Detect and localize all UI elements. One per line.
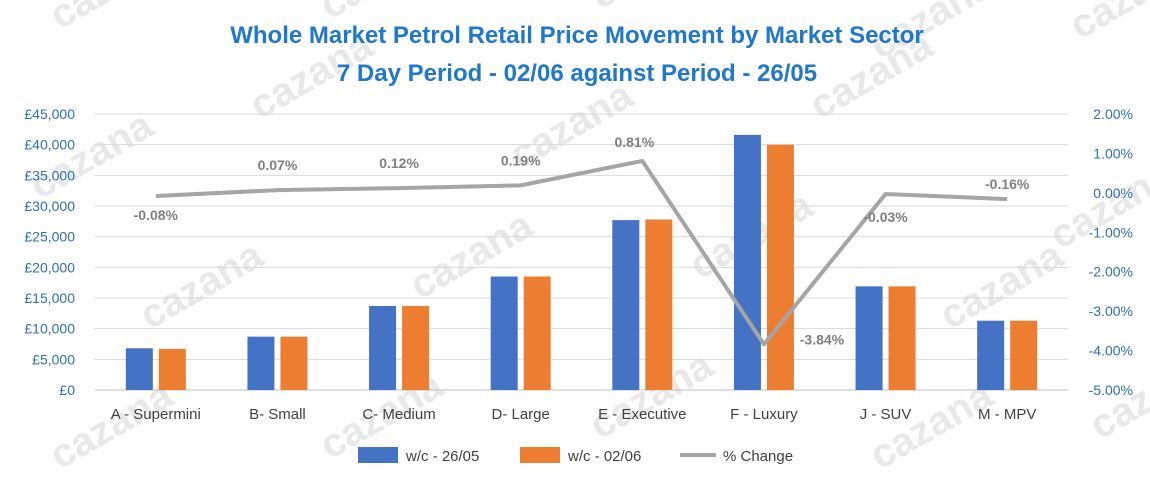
legend-label: % Change [723,448,793,465]
left-tick-label: £10,000 [24,321,75,337]
watermark-text: cazana [133,233,271,338]
category-label: D- Large [492,406,550,423]
left-axis: £0 £5,000 £10,000 £15,000 £20,000 £25,000 £30,… [24,106,75,398]
watermark-text: cazana [583,0,721,18]
pct-change-label: -0.08% [134,207,179,223]
right-tick-label: 2.00% [1093,106,1133,122]
bar-wc-0206 [766,144,794,390]
left-tick-label: £0 [59,382,75,398]
left-tick-label: £25,000 [24,229,75,245]
bar-wc-2605 [612,220,640,390]
right-tick-label: -2.00% [1089,264,1133,280]
bar-wc-0206 [645,219,673,390]
legend: w/c - 26/05 w/c - 02/06 % Change [358,447,793,465]
category-label: B- Small [249,406,306,423]
bar-wc-2605 [490,276,518,390]
right-tick-label: -1.00% [1089,224,1133,240]
bar-wc-0206 [280,336,308,390]
pct-change-line [155,158,1008,347]
bar-wc-2605 [125,348,153,390]
right-axis: -5.00% -4.00% -3.00% -2.00% -1.00% 0.00% 1.00%… [1089,106,1133,398]
chart-subtitle: 7 Day Period - 02/06 against Period - 26… [337,60,817,87]
bar-wc-2605 [369,305,397,390]
pct-change-label: 0.07% [258,157,298,173]
bar-wc-0206 [888,286,916,390]
pct-change-label: -0.03% [863,209,908,225]
bar-wc-2605 [733,134,761,390]
watermark-text: cazana [43,0,181,38]
category-label: C- Medium [362,406,435,423]
left-tick-label: £30,000 [24,198,75,214]
left-tick-label: £35,000 [24,167,75,183]
bar-wc-0206 [158,348,186,390]
category-label: J - SUV [860,406,912,423]
bar-wc-2605 [977,320,1005,390]
bar-wc-0206 [523,276,551,390]
legend-label: w/c - 02/06 [567,448,641,465]
watermark-text: cazana [403,203,541,308]
left-tick-label: £45,000 [24,106,75,122]
legend-label: w/c - 26/05 [405,448,479,465]
left-tick-label: £40,000 [24,137,75,153]
left-tick-label: £20,000 [24,259,75,275]
category-axis: A - Supermini B- Small C- Medium D- Large E … [111,406,1037,423]
right-tick-label: -4.00% [1089,343,1133,359]
bar-wc-2605 [247,336,275,390]
left-tick-label: £15,000 [24,290,75,306]
pct-change-label: -3.84% [800,331,845,347]
pct-change-label: -0.16% [985,176,1030,192]
right-tick-label: 0.00% [1093,185,1133,201]
line-series: -0.08% 0.07% 0.12% 0.19% 0.81% -3.84% -0.03% -0… [134,134,1030,347]
watermark-text: cazana [1043,153,1150,258]
category-label: M - MPV [978,406,1036,423]
pct-change-label: 0.81% [614,134,654,150]
watermark-text: cazana [1063,0,1150,48]
right-tick-label: 1.00% [1093,145,1133,161]
pct-change-label: 0.12% [379,155,419,171]
pct-change-label: 0.19% [501,152,541,168]
right-tick-label: -3.00% [1089,303,1133,319]
left-tick-label: £5,000 [32,351,75,367]
bar-wc-0206 [1010,320,1038,390]
bar-wc-0206 [402,305,430,390]
category-label: E - Executive [598,406,686,423]
legend-swatch [520,447,560,463]
category-label: F - Luxury [730,406,798,423]
legend-swatch [358,447,398,463]
bar-wc-2605 [855,286,883,390]
bar-series [125,134,1038,390]
category-label: A - Supermini [111,406,201,423]
right-tick-label: -5.00% [1089,382,1133,398]
chart-title: Whole Market Petrol Retail Price Movemen… [230,22,924,49]
